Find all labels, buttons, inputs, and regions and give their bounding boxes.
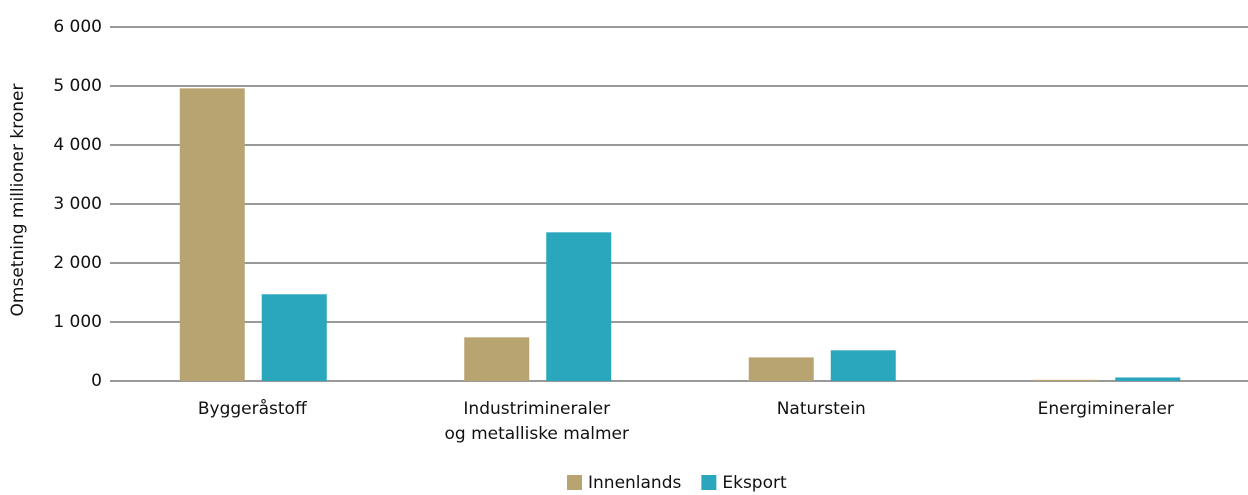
y-tick-label: 1 000 bbox=[53, 312, 102, 332]
legend-label: Eksport bbox=[722, 473, 787, 493]
x-tick-label: Naturstein bbox=[776, 399, 866, 419]
legend-swatch bbox=[567, 475, 582, 490]
legend-label: Innenlands bbox=[588, 473, 682, 493]
bar bbox=[261, 294, 327, 381]
y-tick-label: 2 000 bbox=[53, 253, 102, 273]
bar bbox=[464, 337, 530, 381]
y-tick-label: 3 000 bbox=[53, 194, 102, 214]
y-axis-label: Omsetning millioner kroner bbox=[8, 84, 28, 317]
x-tick-label: Industrimineraler og metalliske malmer bbox=[444, 399, 630, 444]
bar bbox=[1115, 377, 1181, 381]
bar bbox=[179, 88, 245, 382]
x-tick-label: Energimineraler bbox=[1037, 399, 1174, 419]
y-tick-label: 0 bbox=[91, 371, 102, 391]
y-tick-label: 6 000 bbox=[53, 17, 102, 37]
bar bbox=[1033, 379, 1099, 381]
x-tick-label: Byggeråstoff bbox=[197, 399, 307, 419]
y-tick-label: 5 000 bbox=[53, 76, 102, 96]
bar bbox=[748, 357, 814, 381]
bar bbox=[830, 350, 896, 381]
y-tick-label: 4 000 bbox=[53, 135, 102, 155]
bar bbox=[546, 232, 612, 381]
legend-swatch bbox=[701, 475, 717, 490]
